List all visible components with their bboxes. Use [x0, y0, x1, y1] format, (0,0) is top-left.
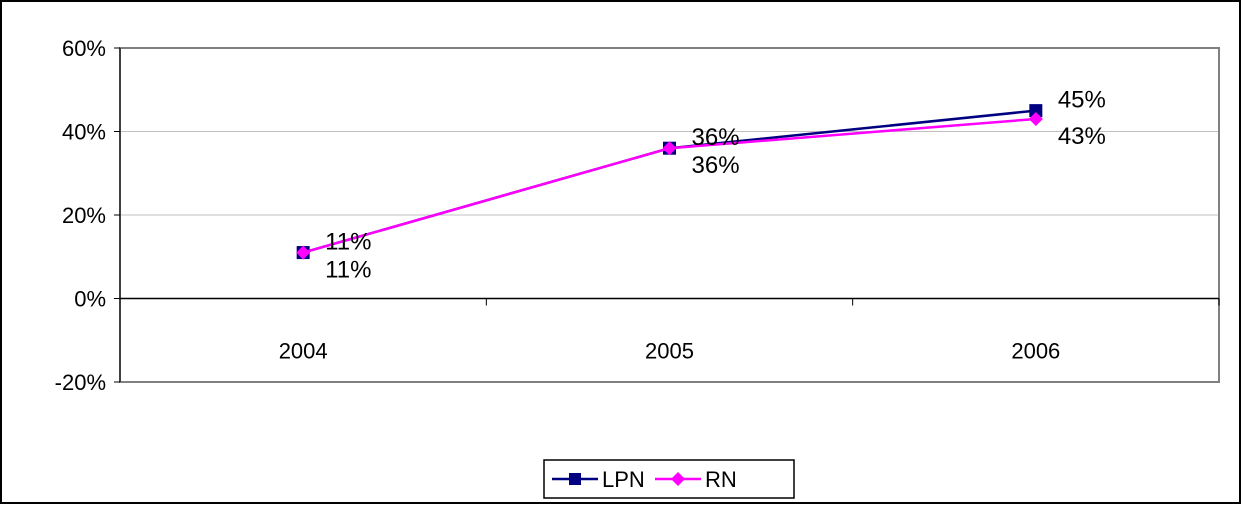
y-tick-label: 20% [62, 203, 106, 228]
data-label-rn: 36% [692, 152, 740, 179]
x-tick-label: 2006 [1011, 339, 1060, 364]
y-tick-label: -20% [55, 370, 106, 395]
data-labels: 11%11% 36%36% 45% 43% [325, 87, 1106, 284]
legend-marker-lpn [569, 473, 581, 485]
legend-marker-rn [671, 472, 685, 486]
legend-label-rn: RN [705, 467, 737, 492]
axes: 60% 40% 20% 0% -20% 2004 2005 2006 [55, 36, 1220, 395]
series-group [296, 104, 1043, 260]
data-label-rn: 43% [1058, 123, 1106, 150]
data-point-lpn [1029, 104, 1043, 118]
data-label-rn: 11% [325, 257, 371, 284]
x-tick-label: 2005 [645, 339, 694, 364]
y-tick-label: 0% [74, 287, 106, 312]
y-tick-label: 60% [62, 36, 106, 61]
legend-label-lpn: LPN [602, 467, 645, 492]
data-point-rn [296, 245, 311, 260]
data-label-lpn: 45% [1058, 87, 1106, 114]
y-tick-label: 40% [62, 120, 106, 145]
x-tick-label: 2004 [279, 339, 328, 364]
data-point-rn [662, 141, 677, 156]
gridlines [120, 131, 1219, 216]
data-point-rn [1028, 111, 1043, 126]
data-label-lpn: 11% [325, 229, 371, 256]
legend: LPN RN [543, 459, 795, 499]
data-label-lpn: 36% [692, 124, 740, 151]
